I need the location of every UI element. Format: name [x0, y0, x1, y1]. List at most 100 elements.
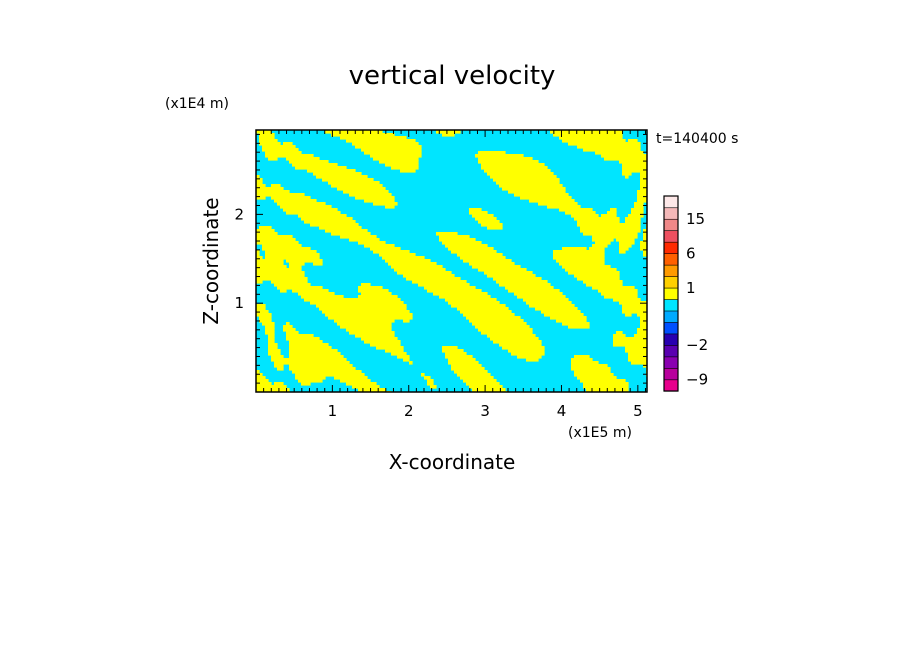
field-cell: [277, 367, 284, 371]
field-cell: [310, 223, 359, 227]
field-cell: [451, 364, 482, 368]
field-cell: [448, 361, 479, 365]
field-cell: [313, 262, 323, 266]
field-cell: [541, 310, 581, 314]
colorbar-swatch: [663, 241, 679, 254]
field-cell: [346, 382, 377, 386]
field-cell: [457, 307, 509, 311]
field-cell: [292, 289, 329, 293]
field-cell: [445, 352, 467, 356]
field-cell: [634, 334, 647, 338]
field-cell: [493, 178, 560, 182]
field-cell: [556, 319, 587, 323]
plot-area: [256, 130, 647, 392]
field-cell: [334, 319, 395, 323]
field-cell: [319, 226, 362, 230]
field-cell: [619, 250, 626, 254]
field-cell: [442, 346, 458, 350]
y-unit-label: (x1E4 m): [165, 96, 229, 112]
field-cell: [349, 331, 395, 335]
field-cell: [463, 313, 515, 317]
field-cell: [256, 385, 287, 389]
field-cell: [319, 307, 407, 311]
field-cell: [625, 220, 641, 224]
field-cell: [262, 247, 311, 251]
field-cell: [256, 241, 299, 245]
colorbar-tick-label: 1: [686, 279, 696, 297]
field-cell: [355, 196, 395, 200]
field-cell: [559, 262, 605, 266]
field-cell: [313, 172, 362, 176]
field-cell: [361, 148, 422, 152]
field-cell: [358, 388, 386, 392]
field-cell: [256, 178, 263, 182]
field-cell: [283, 142, 293, 146]
field-cell: [571, 358, 593, 362]
field-cell: [340, 379, 371, 383]
field-cell: [388, 262, 437, 266]
field-cell: [640, 172, 647, 176]
field-cell: [256, 259, 284, 263]
field-cell: [619, 241, 635, 245]
field-cell: [460, 310, 512, 314]
colorbar-swatch: [663, 264, 679, 277]
field-cell: [622, 163, 647, 167]
field-cell: [613, 298, 641, 302]
field-cell: [259, 316, 272, 320]
field-cell: [274, 361, 350, 365]
field-cell: [628, 355, 647, 359]
field-cell: [511, 352, 545, 356]
field-cell: [463, 379, 497, 383]
field-cell: [640, 244, 647, 248]
field-cell: [265, 151, 302, 155]
field-cell: [295, 166, 347, 170]
field-cell: [304, 298, 401, 302]
colorbar-swatch: [663, 310, 679, 323]
field-cell: [301, 382, 311, 386]
field-cell: [640, 181, 647, 185]
field-cell: [472, 388, 506, 392]
field-cell: [637, 190, 647, 194]
field-cell: [445, 298, 497, 302]
field-cell: [289, 340, 323, 344]
field-cell: [280, 205, 332, 209]
field-cell: [643, 235, 647, 239]
field-cell: [481, 223, 503, 227]
field-cell: [259, 142, 281, 146]
field-cell: [385, 163, 419, 167]
colorbar-frame: [663, 195, 679, 392]
field-cell: [358, 295, 398, 299]
field-cell: [628, 214, 644, 218]
field-cell: [256, 262, 284, 266]
field-cell: [508, 289, 560, 293]
field-cell: [448, 358, 476, 362]
field-cell: [478, 157, 533, 161]
field-cell: [634, 205, 644, 209]
field-cell: [364, 340, 401, 344]
field-cell: [268, 157, 278, 161]
field-cell: [298, 379, 323, 383]
field-cell: [373, 157, 419, 161]
field-cell: [325, 313, 413, 317]
field-cell: [439, 295, 491, 299]
field-cell: [394, 268, 446, 272]
field-cell: [634, 202, 644, 206]
field-cell: [490, 175, 557, 179]
field-cell: [355, 334, 395, 338]
field-cell: [454, 370, 488, 374]
field-cell: [286, 259, 323, 263]
colorbar-swatch: [663, 356, 679, 369]
field-cell: [475, 154, 524, 158]
colorbar-swatch: [663, 287, 679, 300]
field-cell: [529, 304, 575, 308]
field-cell: [256, 250, 260, 254]
field-cell: [577, 277, 620, 281]
field-cell: [583, 385, 629, 389]
field-cell: [289, 349, 338, 353]
field-cell: [619, 247, 629, 251]
field-cell: [271, 355, 284, 359]
field-cell: [286, 211, 341, 215]
colorbar-swatch: [663, 379, 679, 392]
field-cell: [349, 193, 392, 197]
field-cell: [265, 253, 320, 257]
